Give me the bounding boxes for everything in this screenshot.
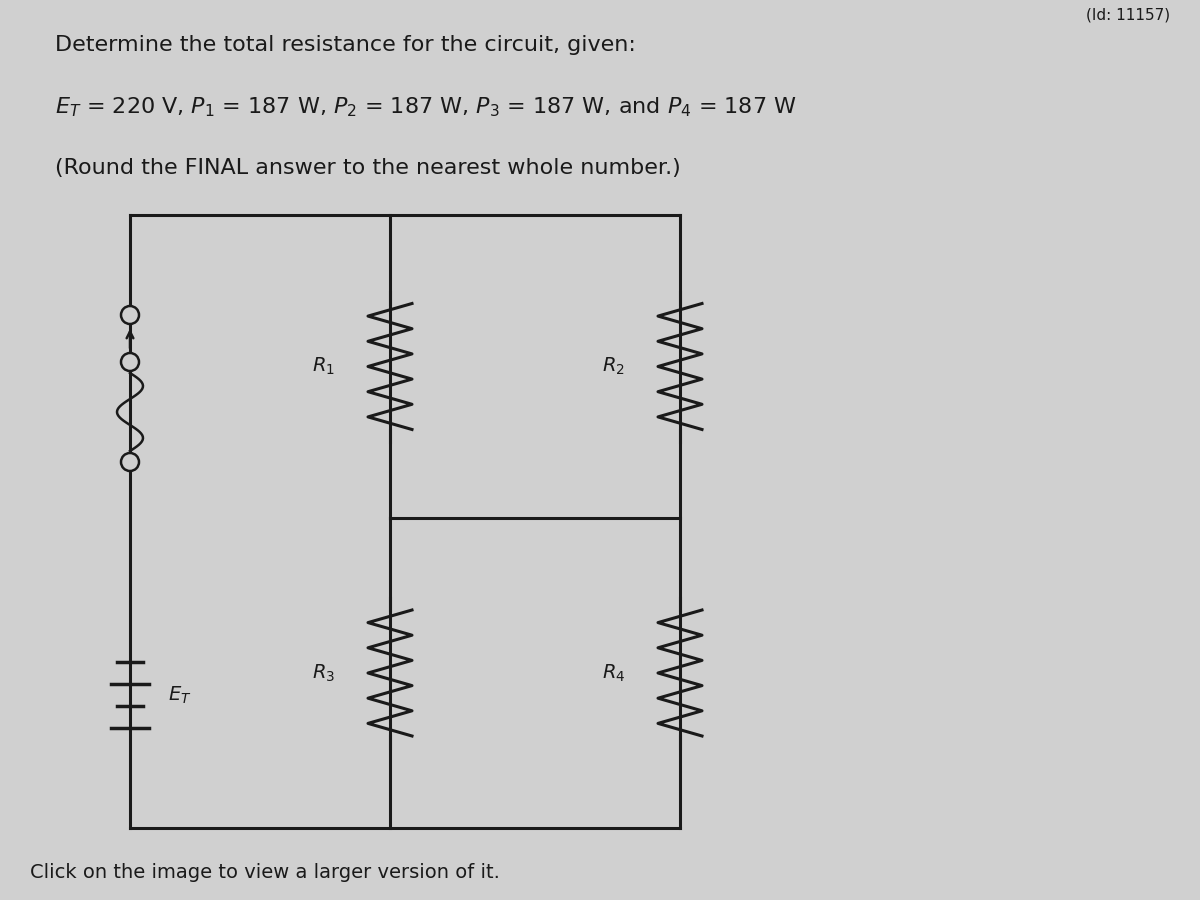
Text: $R_2$: $R_2$ xyxy=(602,356,625,377)
Text: Click on the image to view a larger version of it.: Click on the image to view a larger vers… xyxy=(30,863,500,882)
Text: $R_1$: $R_1$ xyxy=(312,356,335,377)
Circle shape xyxy=(121,453,139,471)
Text: $E_T$: $E_T$ xyxy=(168,684,192,706)
Text: $R_4$: $R_4$ xyxy=(601,662,625,684)
Text: (Id: 11157): (Id: 11157) xyxy=(1086,8,1170,23)
Circle shape xyxy=(121,353,139,371)
Text: $R_3$: $R_3$ xyxy=(312,662,335,684)
Text: (Round the FINAL answer to the nearest whole number.): (Round the FINAL answer to the nearest w… xyxy=(55,158,680,178)
Text: Determine the total resistance for the circuit, given:: Determine the total resistance for the c… xyxy=(55,35,636,55)
Circle shape xyxy=(121,306,139,324)
Text: $E_T$ = 220 V, $P_1$ = 187 W, $P_2$ = 187 W, $P_3$ = 187 W, and $P_4$ = 187 W: $E_T$ = 220 V, $P_1$ = 187 W, $P_2$ = 18… xyxy=(55,95,797,119)
